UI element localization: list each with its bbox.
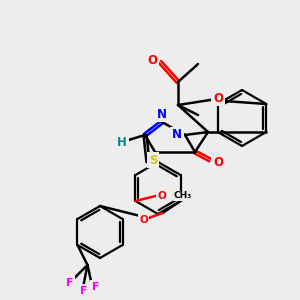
Text: O: O [213,92,223,104]
Text: CH₃: CH₃ [173,191,192,200]
Text: F: F [66,278,73,288]
Text: H: H [117,136,127,148]
Text: O: O [147,53,157,67]
Text: O: O [139,215,148,225]
Text: F: F [80,286,87,296]
Text: N: N [172,128,182,142]
Text: N: N [157,107,167,121]
Text: O: O [213,155,223,169]
Text: F: F [92,282,99,292]
Text: S: S [149,154,157,166]
Text: O: O [157,191,166,201]
